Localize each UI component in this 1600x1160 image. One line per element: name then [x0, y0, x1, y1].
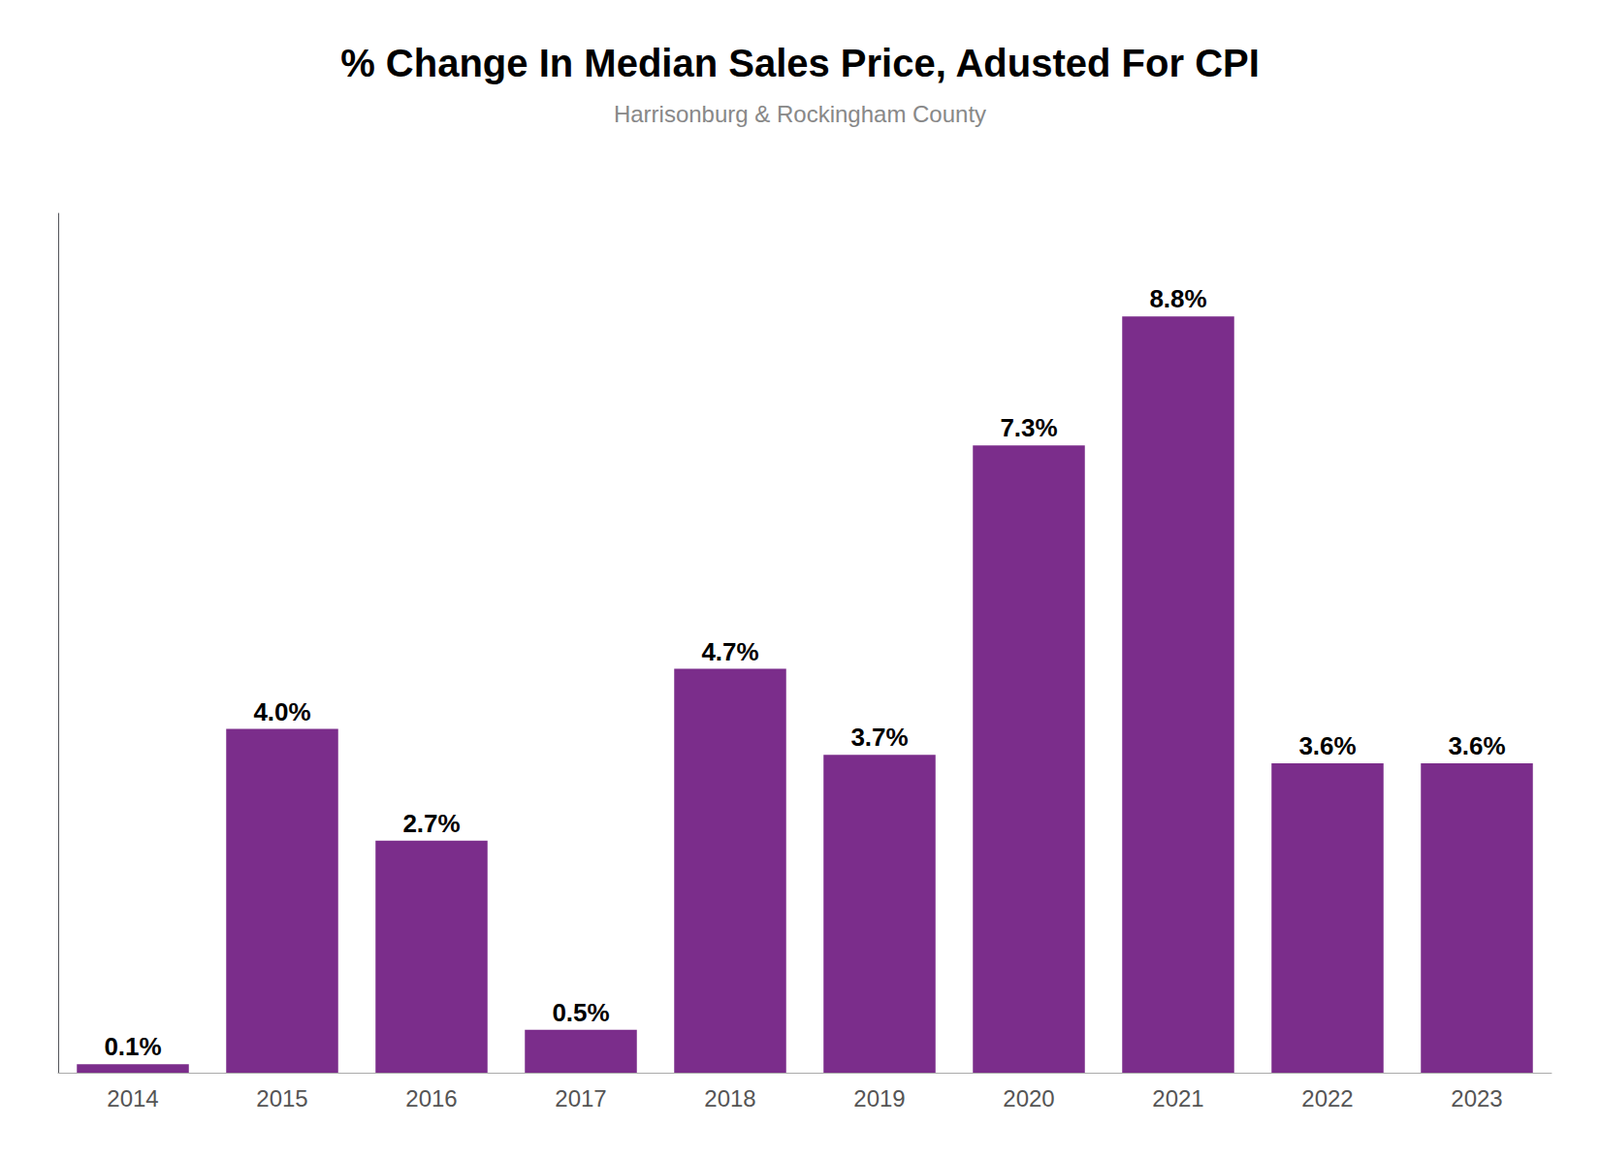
svg-text:2014: 2014	[106, 1085, 159, 1112]
svg-text:2023: 2023	[1450, 1085, 1503, 1112]
svg-text:2019: 2019	[853, 1085, 905, 1112]
svg-text:3.7%: 3.7%	[850, 722, 908, 752]
svg-text:3.6%: 3.6%	[1298, 731, 1356, 761]
svg-text:4.0%: 4.0%	[253, 697, 311, 727]
svg-text:2021: 2021	[1152, 1085, 1204, 1112]
svg-text:2016: 2016	[405, 1085, 457, 1112]
svg-text:2022: 2022	[1301, 1085, 1353, 1112]
svg-text:2020: 2020	[1002, 1085, 1055, 1112]
svg-text:8.8%: 8.8%	[1149, 284, 1207, 314]
svg-text:2017: 2017	[554, 1085, 607, 1112]
svg-text:2015: 2015	[256, 1085, 308, 1112]
svg-text:2018: 2018	[704, 1085, 756, 1112]
svg-text:4.7%: 4.7%	[701, 637, 759, 667]
svg-text:7.3%: 7.3%	[999, 413, 1057, 443]
svg-text:0.1%: 0.1%	[103, 1031, 161, 1061]
svg-text:Harrisonburg & Rockingham Coun: Harrisonburg & Rockingham County	[613, 100, 987, 128]
svg-text:2.7%: 2.7%	[402, 808, 460, 838]
svg-text:0.5%: 0.5%	[551, 997, 609, 1027]
svg-text:3.6%: 3.6%	[1447, 731, 1505, 761]
svg-text:% Change In Median Sales Price: % Change In Median Sales Price, Adusted …	[340, 41, 1260, 85]
